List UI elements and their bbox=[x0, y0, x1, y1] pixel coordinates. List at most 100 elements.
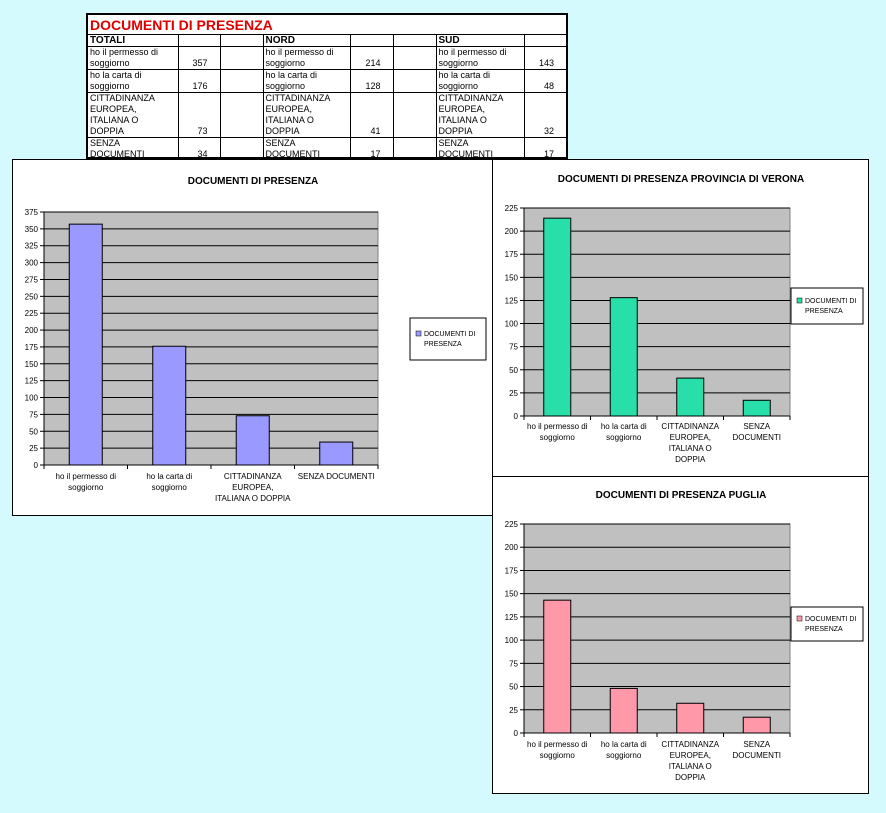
bar bbox=[676, 702, 705, 734]
x-category-label: CITTADINANZA bbox=[661, 740, 719, 749]
x-category-label: soggiorno bbox=[606, 433, 642, 442]
y-tick-label: 0 bbox=[34, 461, 39, 470]
table-row: ho il permesso di soggiorno 357 ho il per… bbox=[88, 46, 567, 70]
y-tick-label: 75 bbox=[509, 343, 518, 352]
x-category-label: SENZA bbox=[743, 422, 770, 431]
y-tick-label: 275 bbox=[25, 275, 39, 284]
y-tick-label: 0 bbox=[514, 729, 519, 738]
chart-title: DOCUMENTI DI PRESENZA PUGLIA bbox=[596, 490, 767, 501]
y-tick-label: 100 bbox=[25, 394, 39, 403]
legend-box bbox=[790, 606, 864, 642]
legend-label: PRESENZA bbox=[424, 341, 462, 348]
bar bbox=[152, 345, 187, 466]
y-tick-label: 300 bbox=[25, 259, 39, 268]
chart-verona-svg: DOCUMENTI DI PRESENZA PROVINCIA DI VERON… bbox=[505, 174, 864, 464]
y-tick-label: 25 bbox=[29, 444, 38, 453]
y-tick-label: 125 bbox=[505, 296, 519, 305]
y-tick-label: 100 bbox=[505, 320, 519, 329]
x-category-label: DOCUMENTI bbox=[733, 751, 781, 760]
chart-puglia-svg: DOCUMENTI DI PRESENZA PUGLIA 0 25 50 75 100 12… bbox=[505, 490, 864, 782]
y-tick-label: 50 bbox=[509, 366, 518, 375]
x-category-label: CITTADINANZA bbox=[224, 472, 282, 481]
y-tick-label: 375 bbox=[25, 208, 39, 217]
bar bbox=[609, 297, 638, 417]
y-tick-label: 150 bbox=[505, 273, 519, 282]
y-tick-label: 150 bbox=[505, 590, 519, 599]
x-category-label: DOCUMENTI bbox=[733, 433, 781, 442]
x-category-label: soggiorno bbox=[606, 751, 642, 760]
chart-title: DOCUMENTI DI PRESENZA PROVINCIA DI VERON… bbox=[558, 174, 805, 185]
legend-label: PRESENZA bbox=[805, 308, 843, 315]
x-category-label: ho il permesso di bbox=[527, 422, 588, 431]
y-tick-label: 225 bbox=[25, 309, 39, 318]
y-tick-label: 200 bbox=[505, 227, 519, 236]
legend-swatch bbox=[415, 330, 422, 337]
group-header-totali: TOTALI bbox=[88, 34, 179, 47]
x-category-label: EUROPEA, bbox=[670, 751, 711, 760]
table-title: DOCUMENTI DI PRESENZA bbox=[88, 15, 567, 35]
y-tick-label: 225 bbox=[505, 204, 519, 213]
y-tick-label: 100 bbox=[505, 636, 519, 645]
x-category-label: DOPPIA bbox=[675, 455, 706, 464]
bar bbox=[609, 687, 638, 734]
presence-documents-table: DOCUMENTI DI PRESENZA TOTALI NORD SUD ho… bbox=[86, 13, 568, 160]
legend-label: DOCUMENTI DI bbox=[805, 616, 856, 623]
x-category-label: soggiorno bbox=[68, 483, 104, 492]
chart-puglia: DOCUMENTI DI PRESENZA PUGLIA 0 25 50 75 100 12… bbox=[492, 476, 869, 794]
legend-label: DOCUMENTI DI bbox=[424, 331, 475, 338]
y-tick-label: 175 bbox=[25, 343, 39, 352]
y-tick-label: 200 bbox=[505, 543, 519, 552]
x-category-label: SENZA bbox=[743, 740, 770, 749]
y-tick-label: 50 bbox=[29, 427, 38, 436]
y-tick-label: 75 bbox=[509, 659, 518, 668]
legend-label: DOCUMENTI DI bbox=[805, 298, 856, 305]
bar bbox=[235, 415, 270, 466]
legend-box bbox=[409, 317, 487, 361]
x-category-label: ho il permesso di bbox=[56, 472, 117, 481]
legend-swatch bbox=[796, 297, 803, 304]
y-tick-label: 25 bbox=[509, 389, 518, 398]
x-category-label: CITTADINANZA bbox=[661, 422, 719, 431]
y-tick-label: 125 bbox=[25, 377, 39, 386]
bar bbox=[676, 377, 705, 417]
x-category-label: ITALIANA O bbox=[669, 444, 712, 453]
x-category-label: soggiorno bbox=[540, 751, 576, 760]
bar bbox=[319, 441, 354, 466]
table-row: CITTADINANZA EUROPEA, ITALIANA O DOPPIA 73 … bbox=[88, 92, 567, 138]
x-category-label: ho il permesso di bbox=[527, 740, 588, 749]
bar bbox=[742, 399, 771, 417]
group-header-nord: NORD bbox=[263, 34, 351, 47]
y-tick-label: 350 bbox=[25, 225, 39, 234]
bar bbox=[543, 599, 572, 734]
x-category-label: soggiorno bbox=[152, 483, 188, 492]
x-category-label: EUROPEA, bbox=[232, 483, 273, 492]
legend-label: PRESENZA bbox=[805, 626, 843, 633]
y-tick-label: 175 bbox=[505, 250, 519, 259]
bar bbox=[742, 716, 771, 734]
legend-box bbox=[790, 287, 864, 325]
y-tick-label: 50 bbox=[509, 683, 518, 692]
y-tick-label: 175 bbox=[505, 566, 519, 575]
x-category-label: EUROPEA, bbox=[670, 433, 711, 442]
table-row: SENZA DOCUMENTI 34 SENZA DOCUMENTI 17 SENZ… bbox=[88, 137, 555, 160]
bar bbox=[68, 223, 103, 466]
chart-verona: DOCUMENTI DI PRESENZA PROVINCIA DI VERON… bbox=[492, 159, 869, 477]
y-tick-label: 0 bbox=[514, 412, 519, 421]
x-category-label: soggiorno bbox=[540, 433, 576, 442]
x-category-label: ITALIANA O bbox=[669, 762, 712, 771]
y-tick-label: 325 bbox=[25, 242, 39, 251]
y-tick-label: 150 bbox=[25, 360, 39, 369]
y-tick-label: 225 bbox=[505, 520, 519, 529]
bar bbox=[543, 217, 572, 417]
chart-totals: DOCUMENTI DI PRESENZA 0 25 50 75 100 125 150 175… bbox=[12, 159, 493, 516]
x-category-label: ITALIANA O DOPPIA bbox=[215, 494, 291, 503]
y-tick-label: 25 bbox=[509, 706, 518, 715]
y-tick-label: 250 bbox=[25, 292, 39, 301]
x-category-label: DOPPIA bbox=[675, 773, 706, 782]
x-category-label: SENZA DOCUMENTI bbox=[298, 472, 375, 481]
table-row: ho la carta di soggiorno 176 ho la carta … bbox=[88, 69, 567, 93]
y-tick-label: 200 bbox=[25, 326, 39, 335]
chart-title: DOCUMENTI DI PRESENZA bbox=[188, 176, 319, 187]
y-tick-label: 75 bbox=[29, 410, 38, 419]
group-header-sud: SUD bbox=[436, 34, 525, 47]
